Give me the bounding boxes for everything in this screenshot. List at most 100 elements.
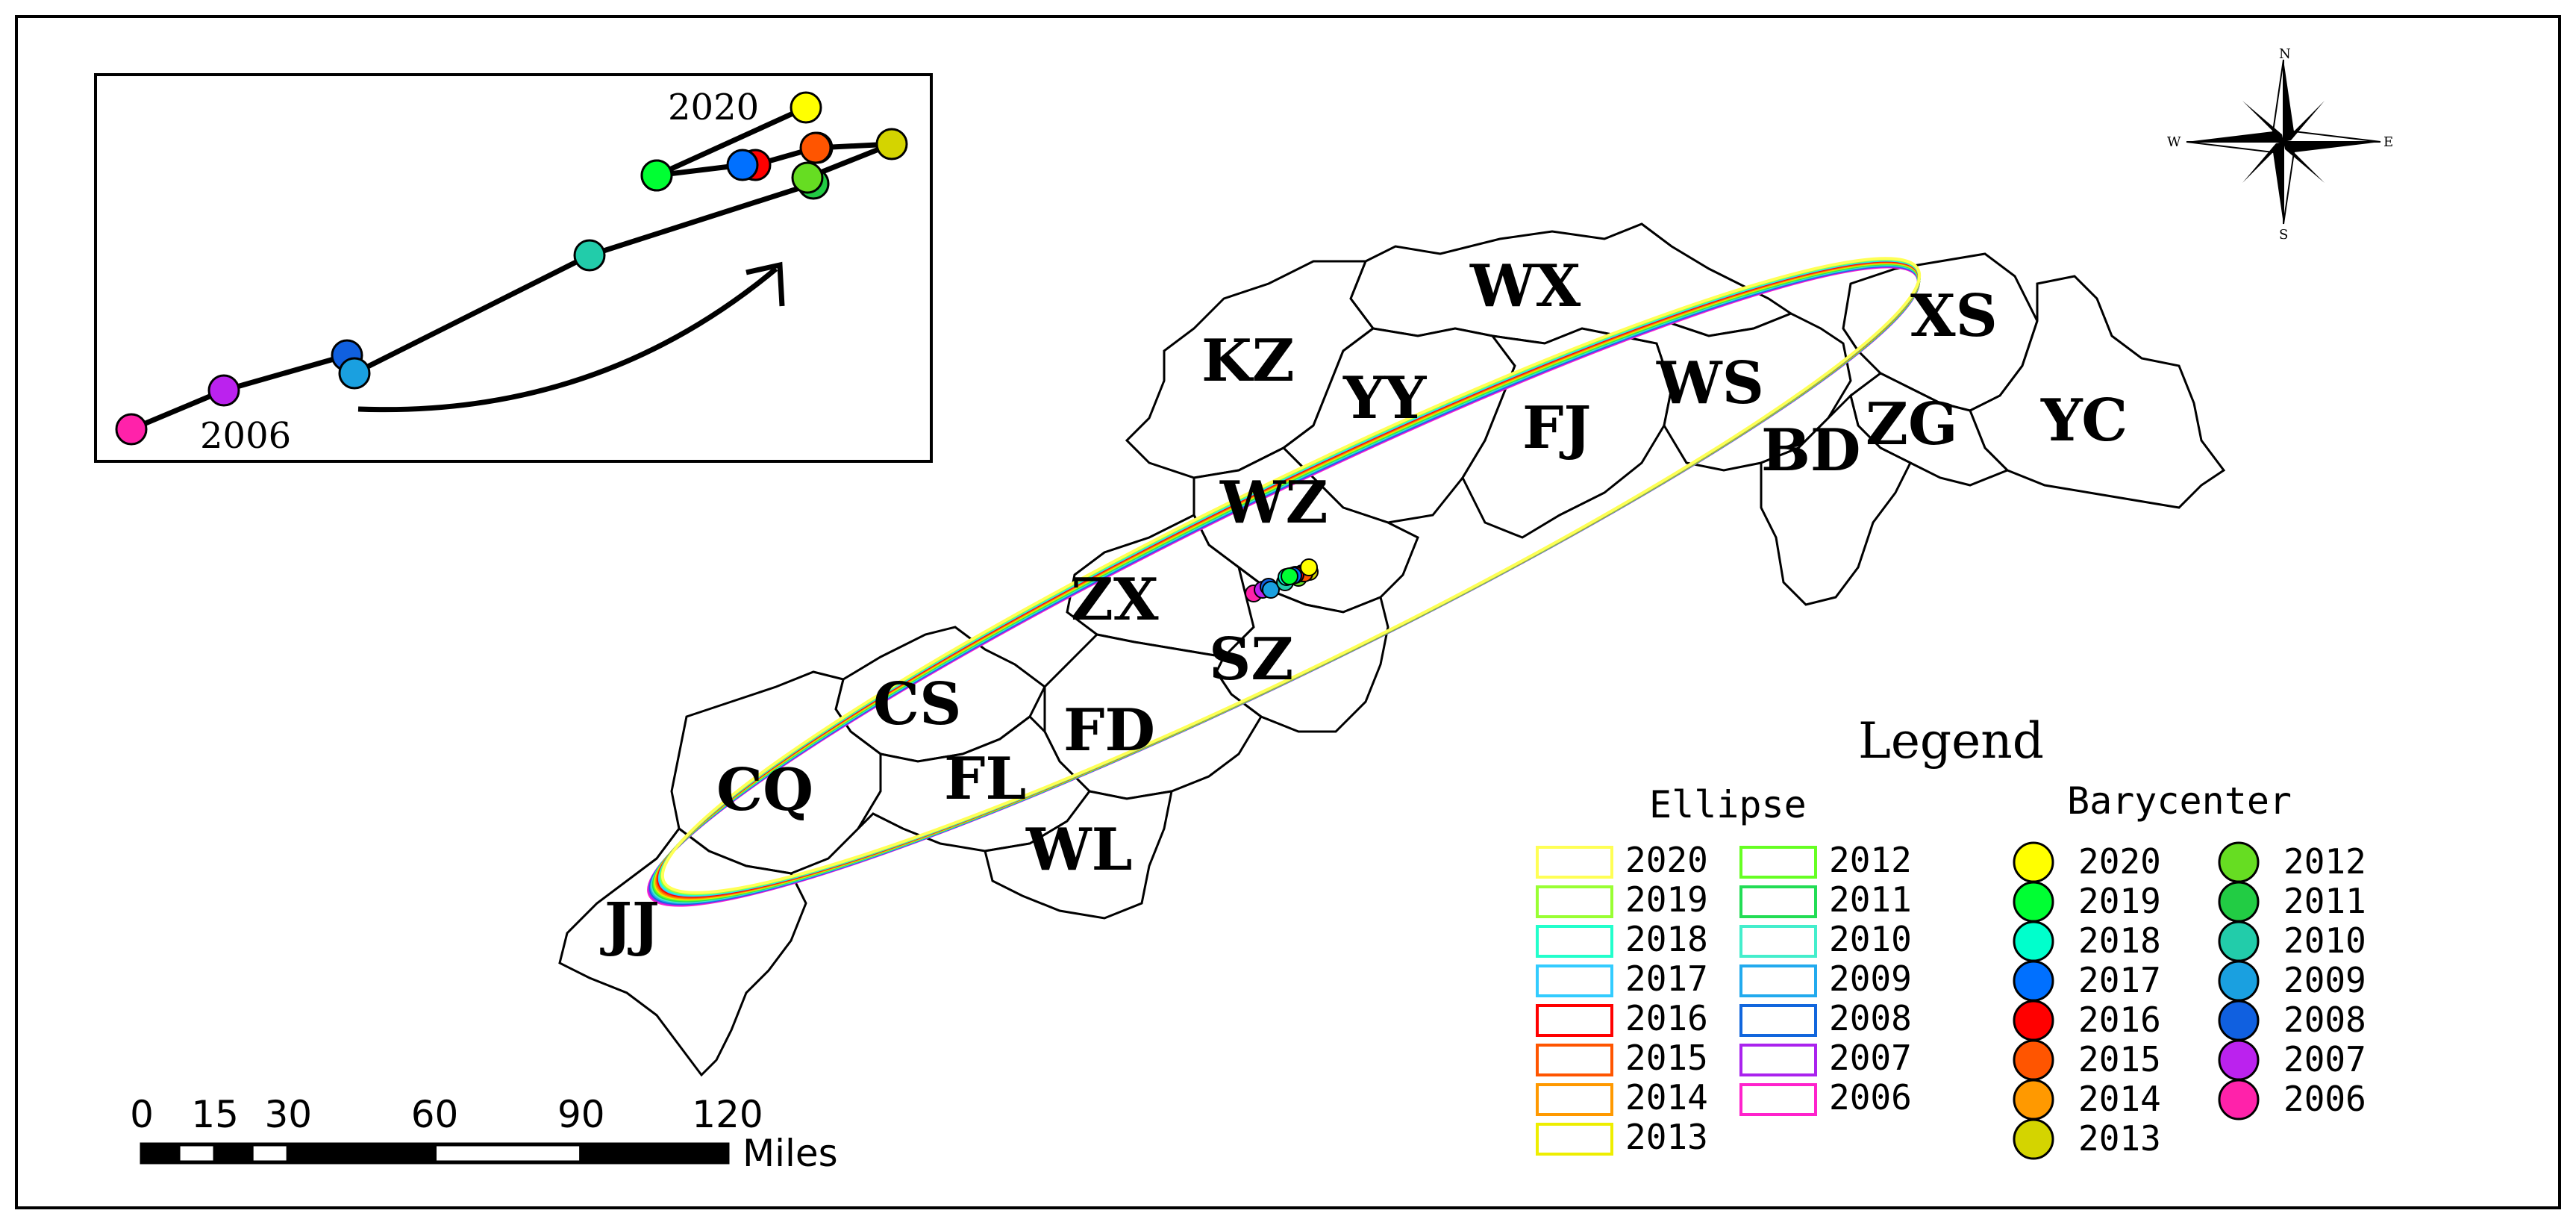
legend-title: Legend	[1858, 712, 2044, 770]
legend-ellipse-label-2010: 2010	[1829, 919, 1912, 959]
legend-barycenter-label-2018: 2018	[2078, 920, 2161, 961]
region-label-FL: FL	[944, 745, 1026, 813]
legend-barycenter-label-2013: 2013	[2078, 1118, 2161, 1159]
inset-barycenter-2020	[790, 91, 822, 124]
scale-segment-4	[286, 1142, 437, 1165]
scale-segment-1	[176, 1142, 217, 1165]
legend-barycenter-swatch-2017	[2013, 960, 2054, 1002]
legend-barycenter-swatch-2010	[2218, 920, 2260, 962]
legend-ellipse-swatch-2010	[1739, 925, 1817, 958]
main-barycenter-2019	[1281, 567, 1298, 585]
region-label-WL: WL	[1025, 816, 1132, 884]
region-label-ZX: ZX	[1071, 566, 1159, 634]
scale-tick-0: 0	[130, 1093, 154, 1136]
trend-arrow-curve	[357, 267, 778, 413]
region-label-XS: XS	[1910, 282, 1998, 350]
region-label-BD: BD	[1761, 417, 1861, 484]
legend-barycenter-label-2006: 2006	[2283, 1079, 2366, 1119]
region-label-CQ: CQ	[716, 756, 813, 824]
legend-barycenter-swatch-2006	[2218, 1079, 2260, 1121]
region-WL	[984, 790, 1173, 920]
legend-barycenter-label-2017: 2017	[2078, 960, 2161, 1000]
region-label-KZ: KZ	[1201, 327, 1295, 395]
inset-barycenter-points	[115, 91, 908, 446]
inset-label-end: 2020	[668, 87, 759, 128]
scale-bar: 0 15 30 60 90 120 Miles	[130, 1093, 838, 1175]
legend-barycenter-label-2014: 2014	[2078, 1079, 2161, 1119]
legend-barycenter-label-2010: 2010	[2283, 920, 2366, 961]
legend-ellipse-label-2014: 2014	[1625, 1077, 1708, 1118]
scale-tick-labels: 0 15 30 60 90 120	[130, 1093, 763, 1136]
legend-ellipse-swatch-2006	[1739, 1083, 1817, 1116]
legend-barycenter-label-2008: 2008	[2283, 1000, 2366, 1040]
compass-n: N	[2279, 46, 2291, 62]
legend-barycenter-label-2016: 2016	[2078, 1000, 2161, 1040]
legend-ellipse-swatch-2020	[1536, 846, 1613, 879]
region-label-FD: FD	[1063, 696, 1155, 764]
legend-barycenter-swatch-2016	[2013, 1000, 2054, 1041]
legend-ellipse-swatch-2011	[1739, 885, 1817, 918]
inset-trajectory-map: 2006 2020	[94, 73, 933, 463]
scale-tick-60: 60	[411, 1093, 459, 1136]
main-barycenter-2020	[1300, 558, 1318, 576]
inset-barycenter-2010	[573, 239, 606, 272]
legend-barycenter-swatch-2015	[2013, 1039, 2054, 1081]
legend-barycenter-swatch-2013	[2013, 1118, 2054, 1160]
inset-barycenter-2015	[799, 131, 832, 164]
legend-ellipse-label-2009: 2009	[1829, 959, 1912, 999]
main-barycenter-2009	[1262, 581, 1280, 599]
region-label-CS: CS	[873, 670, 961, 738]
scale-segment-6	[579, 1142, 730, 1165]
ellipse-2020	[660, 257, 1922, 894]
legend-ellipse-swatch-2019	[1536, 885, 1613, 918]
legend-ellipse-label-2008: 2008	[1829, 998, 1912, 1038]
scale-segment-2	[213, 1142, 254, 1165]
legend-barycenter-label-2012: 2012	[2283, 841, 2366, 882]
scale-tick-30: 30	[264, 1093, 312, 1136]
legend-ellipse-swatch-2007	[1739, 1044, 1817, 1076]
scale-segment-5	[433, 1142, 584, 1165]
region-label-JJ: JJ	[600, 891, 660, 959]
inset-barycenter-2009	[338, 357, 371, 390]
legend-barycenter-label-2015: 2015	[2078, 1039, 2161, 1079]
inset-barycenter-2007	[207, 374, 240, 407]
legend-ellipse-swatch-2008	[1739, 1004, 1817, 1037]
legend-items: 2020201920182017201620152014201320122011…	[1536, 840, 2366, 1160]
legend-barycenter-swatch-2020	[2013, 841, 2054, 883]
region-label-YC: YC	[2040, 387, 2128, 455]
legend-barycenter-swatch-2014	[2013, 1079, 2054, 1121]
legend-barycenter-swatch-2009	[2218, 960, 2260, 1002]
scale-segment-3	[249, 1142, 290, 1165]
scale-segments	[140, 1142, 730, 1165]
inset-barycenter-2013	[875, 128, 908, 160]
legend-barycenter-label-2007: 2007	[2283, 1039, 2366, 1079]
legend: Legend Ellipse Barycenter 20202019201820…	[1536, 712, 2366, 1160]
legend-barycenter-label-2011: 2011	[2283, 881, 2366, 921]
scale-unit: Miles	[743, 1132, 838, 1175]
legend-barycenter-swatch-2008	[2218, 1000, 2260, 1041]
region-BD	[1760, 393, 1913, 606]
region-label-SZ: SZ	[1209, 626, 1293, 694]
region-label-WZ: WZ	[1219, 469, 1328, 537]
legend-barycenter-swatch-2018	[2013, 920, 2054, 962]
legend-ellipse-label-2012: 2012	[1829, 840, 1912, 880]
region-label-FJ: FJ	[1522, 394, 1591, 462]
trend-arrow-head-icon	[745, 261, 785, 307]
region-label-YY: YY	[1342, 364, 1428, 432]
legend-ellipse-swatch-2009	[1739, 964, 1817, 997]
region-label-WS: WS	[1656, 349, 1764, 417]
legend-ellipse-label-2019: 2019	[1625, 879, 1708, 920]
legend-ellipse-label-2015: 2015	[1625, 1038, 1708, 1078]
legend-barycenter-header: Barycenter	[2067, 779, 2292, 823]
compass-w: W	[2167, 134, 2181, 150]
legend-barycenter-label-2009: 2009	[2283, 960, 2366, 1000]
region-YC	[1969, 275, 2226, 509]
legend-barycenter-swatch-2007	[2218, 1039, 2260, 1081]
inset-barycenter-2006	[115, 413, 148, 446]
legend-ellipse-swatch-2014	[1536, 1083, 1613, 1116]
inset-barycenter-2012	[791, 161, 824, 194]
legend-ellipse-label-2013: 2013	[1625, 1117, 1708, 1157]
legend-ellipse-label-2006: 2006	[1829, 1077, 1912, 1118]
legend-ellipse-label-2011: 2011	[1829, 879, 1912, 920]
